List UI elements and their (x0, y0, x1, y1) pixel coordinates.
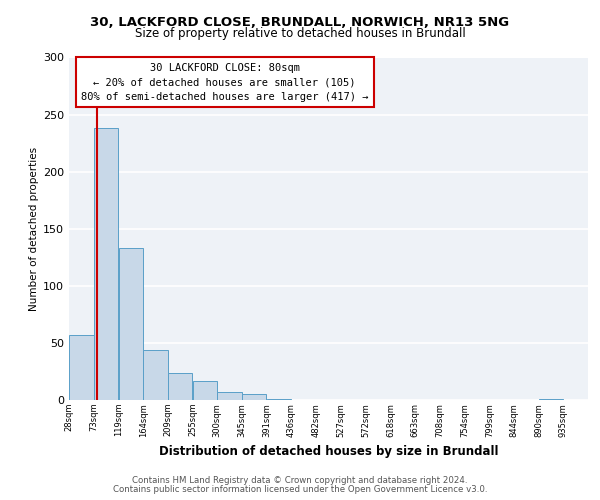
Text: 30, LACKFORD CLOSE, BRUNDALL, NORWICH, NR13 5NG: 30, LACKFORD CLOSE, BRUNDALL, NORWICH, N… (91, 16, 509, 29)
Bar (193, 380, 217, 400)
Bar (69, 335, 94, 400)
Text: 30 LACKFORD CLOSE: 80sqm
← 20% of detached houses are smaller (105)
80% of semi-: 30 LACKFORD CLOSE: 80sqm ← 20% of detach… (81, 62, 368, 102)
Bar (267, 399, 292, 400)
Y-axis label: Number of detached properties: Number of detached properties (29, 146, 39, 311)
X-axis label: Distribution of detached houses by size in Brundall: Distribution of detached houses by size … (159, 445, 498, 458)
Bar (119, 248, 143, 400)
Bar (143, 350, 167, 400)
Bar (167, 372, 192, 400)
Text: Size of property relative to detached houses in Brundall: Size of property relative to detached ho… (134, 28, 466, 40)
Text: Contains HM Land Registry data © Crown copyright and database right 2024.: Contains HM Land Registry data © Crown c… (132, 476, 468, 485)
Bar (94, 128, 118, 400)
Text: Contains public sector information licensed under the Open Government Licence v3: Contains public sector information licen… (113, 484, 487, 494)
Bar (242, 394, 266, 400)
Bar (539, 399, 563, 400)
Bar (217, 392, 242, 400)
